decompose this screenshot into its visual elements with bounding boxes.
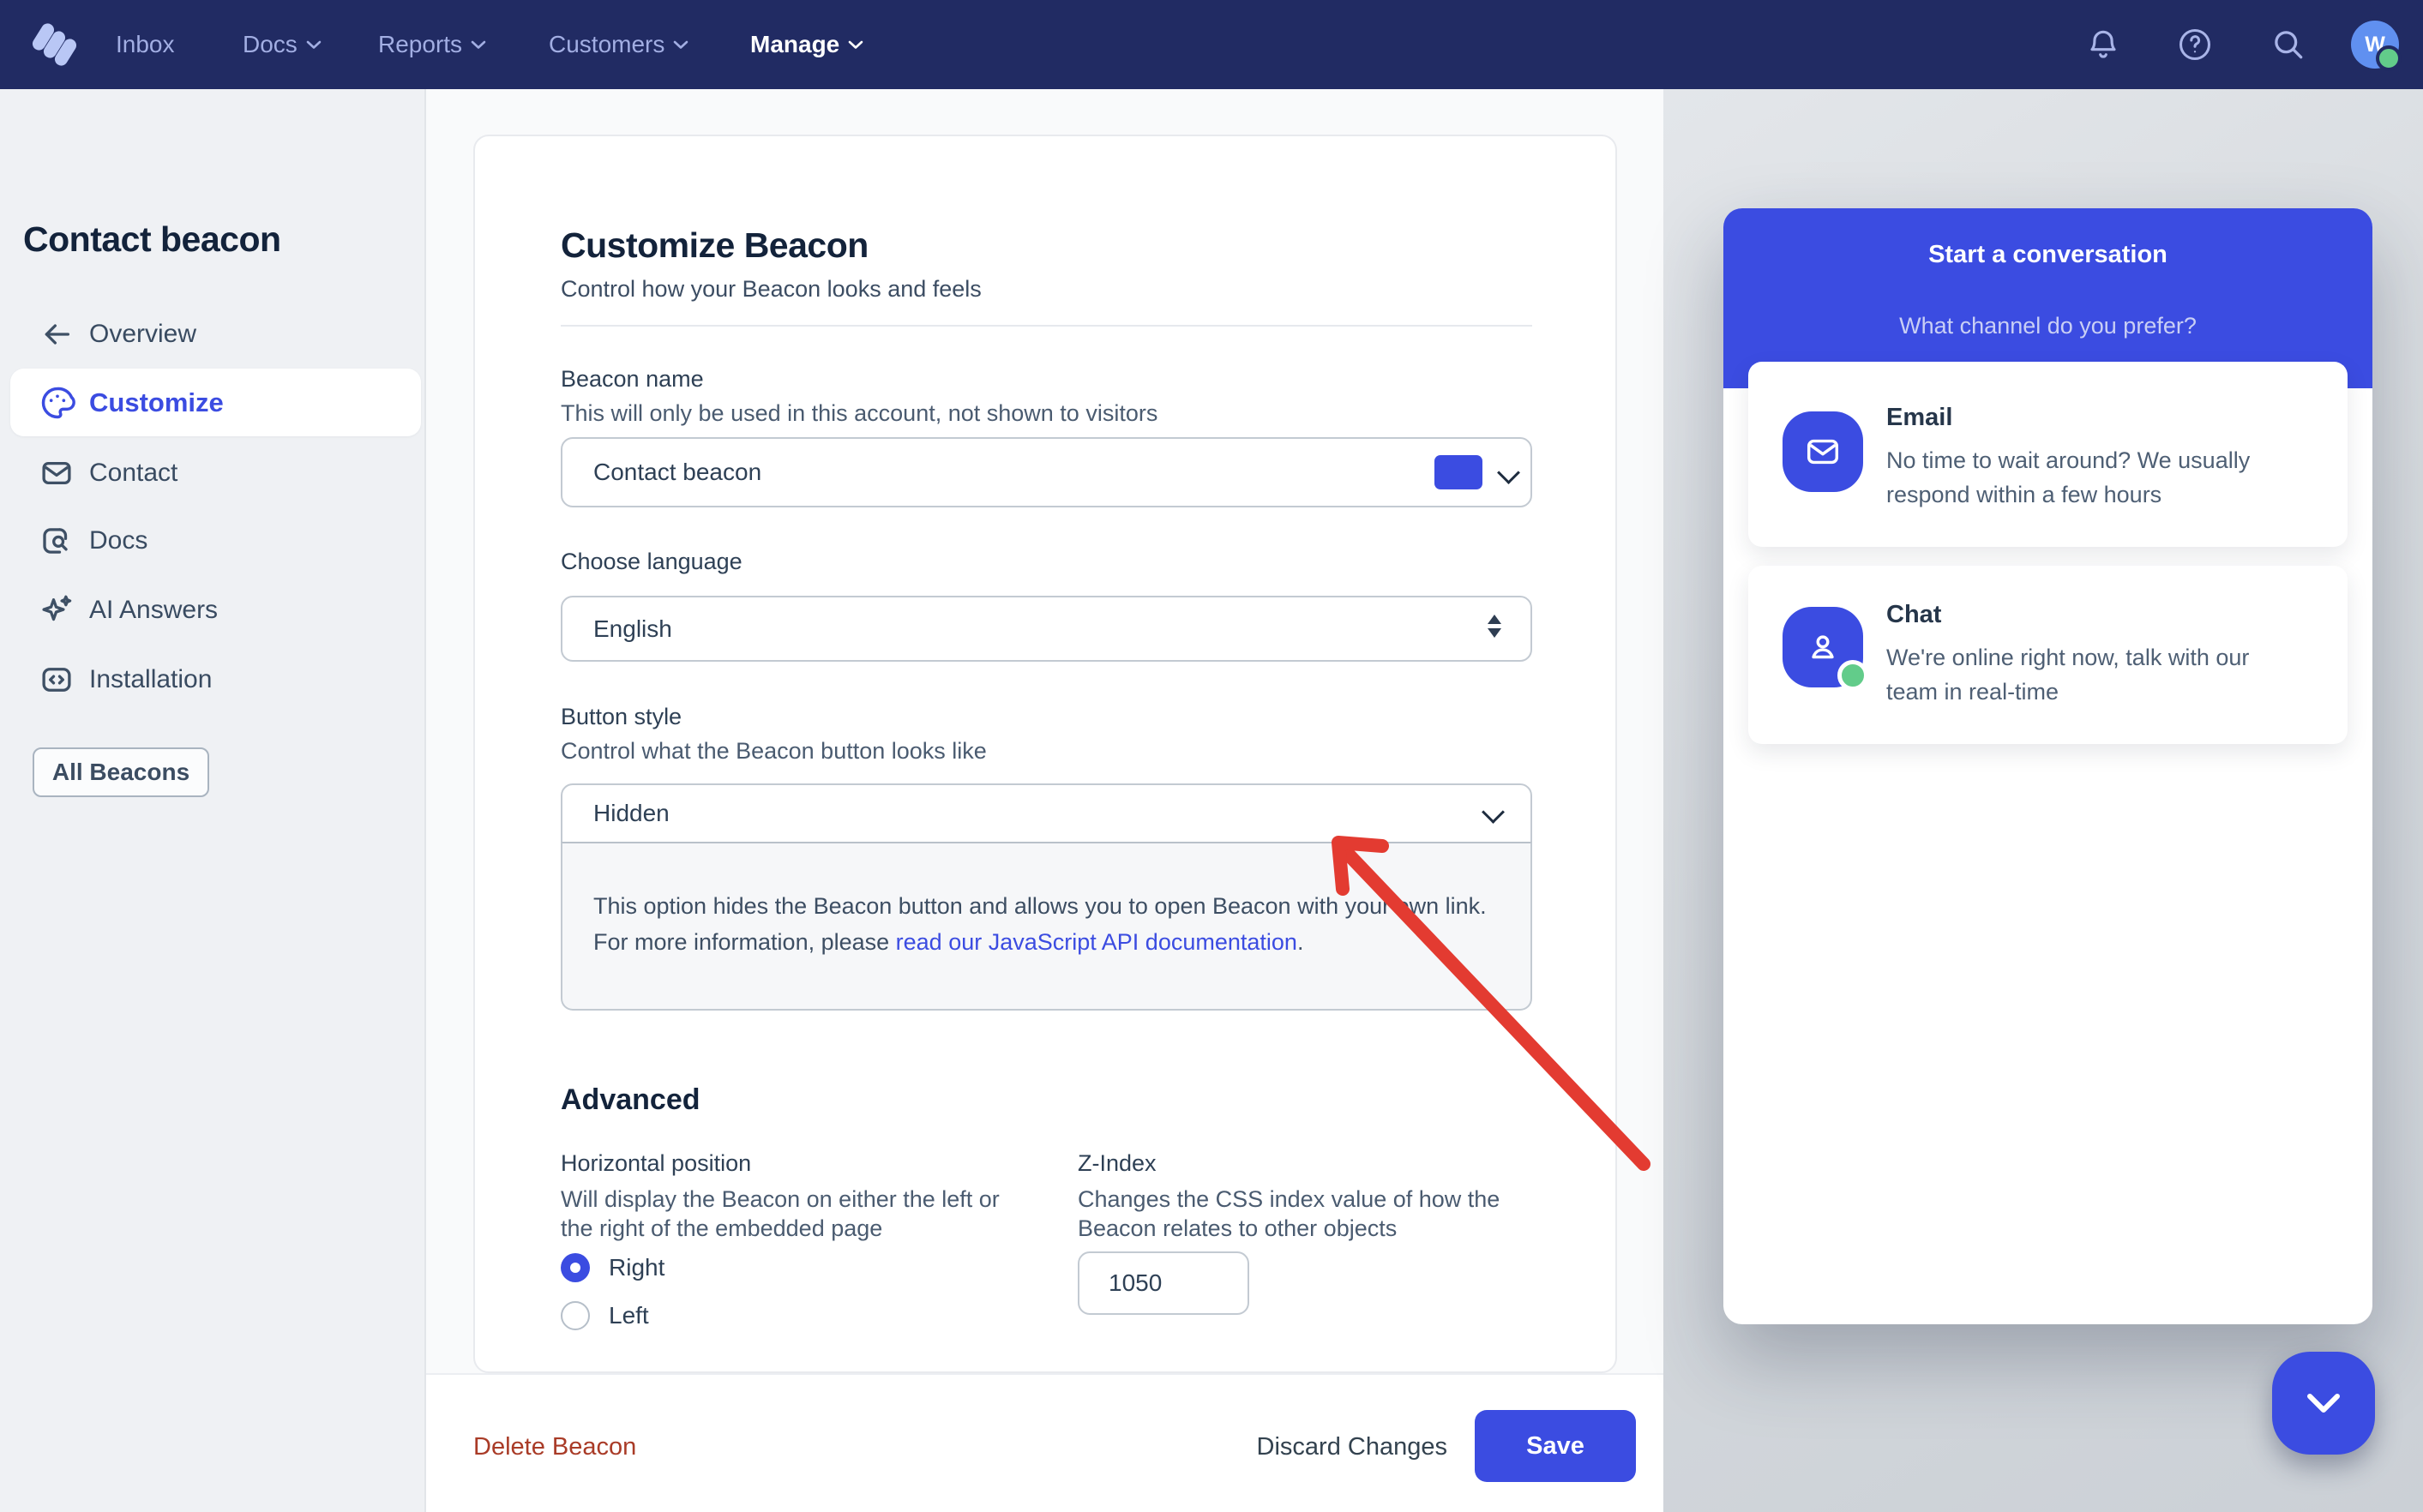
sidebar-item-label: Contact: [89, 459, 178, 487]
zindex-label: Z-Index: [1078, 1150, 1157, 1176]
preview-header-question: What channel do you prefer?: [1899, 313, 2197, 339]
language-select[interactable]: English: [561, 596, 1532, 662]
info-text-suffix: .: [1296, 929, 1304, 955]
js-api-docs-link[interactable]: read our JavaScript API documentation: [895, 929, 1297, 955]
sidebar-item-label: Docs: [89, 526, 148, 555]
sidebar-item-label: Installation: [89, 665, 213, 693]
helpscout-logo-icon[interactable]: [30, 21, 79, 69]
channel-card-chat[interactable]: Chat We're online right now, talk with o…: [1748, 566, 2348, 744]
section-subtitle: Control how your Beacon looks and feels: [561, 276, 982, 302]
language-label: Choose language: [561, 549, 743, 574]
save-button[interactable]: Save: [1475, 1410, 1636, 1482]
info-text-line1: This option hides the Beacon button and …: [593, 893, 1487, 919]
code-icon: [38, 661, 75, 699]
sidebar-item-docs[interactable]: Docs: [0, 512, 426, 570]
all-beacons-button[interactable]: All Beacons: [33, 747, 209, 797]
channel-title: Chat: [1886, 601, 1942, 628]
sidebar-item-installation[interactable]: Installation: [0, 651, 426, 709]
email-channel-envelope-icon: [1783, 411, 1863, 492]
help-icon[interactable]: [2171, 21, 2219, 69]
channel-description: No time to wait around? We usually respo…: [1886, 447, 2251, 507]
envelope-icon: [38, 454, 75, 492]
sidebar-item-customize[interactable]: Customize: [10, 369, 421, 436]
sidebar-item-label: Customize: [89, 387, 224, 417]
sidebar-item-overview[interactable]: Overview: [0, 305, 426, 363]
nav-item-label: Reports: [378, 31, 463, 57]
button-style-description: Control what the Beacon button looks lik…: [561, 738, 987, 764]
chevron-down-icon: [306, 40, 322, 49]
chevron-down-icon[interactable]: [1497, 461, 1520, 484]
channel-title: Email: [1886, 404, 1953, 431]
beacon-close-chevron-button[interactable]: [2272, 1352, 2375, 1455]
online-status-dot: [2376, 45, 2402, 71]
sidebar-item-contact[interactable]: Contact: [0, 444, 426, 502]
sidebar-item-label: Overview: [89, 320, 197, 348]
beacon-color-swatch[interactable]: [1434, 455, 1482, 489]
advanced-title: Advanced: [561, 1083, 700, 1116]
chevron-down-icon: [1482, 801, 1505, 824]
info-text-line2: For more information, please: [593, 929, 896, 955]
radio-selected-icon[interactable]: [561, 1253, 590, 1282]
divider: [561, 325, 1532, 327]
beacon-name-input[interactable]: Contact beacon: [561, 437, 1532, 507]
nav-item-reports[interactable]: Reports: [378, 0, 486, 89]
discard-changes-button[interactable]: Discard Changes: [1256, 1433, 1447, 1461]
chevron-down-icon: [471, 40, 486, 49]
delete-beacon-button[interactable]: Delete Beacon: [473, 1433, 637, 1461]
beacon-name-description: This will only be used in this account, …: [561, 400, 1158, 426]
radio-left[interactable]: Left: [561, 1300, 649, 1331]
online-status-dot: [1837, 660, 1868, 691]
docs-search-icon: [38, 522, 75, 560]
search-icon[interactable]: [2264, 21, 2312, 69]
notifications-bell-icon[interactable]: [2079, 21, 2127, 69]
section-title: Customize Beacon: [561, 225, 869, 265]
radio-unselected-icon[interactable]: [561, 1301, 590, 1330]
beacon-preview-header: Start a conversation What channel do you…: [1723, 208, 2372, 388]
zindex-input[interactable]: 1050: [1078, 1251, 1249, 1315]
sidebar-item-ai-answers[interactable]: AI Answers: [0, 581, 426, 639]
sidebar: Contact beacon Overview Customize: [0, 89, 426, 1512]
radio-right[interactable]: Right: [561, 1252, 664, 1283]
button-style-select[interactable]: Hidden: [561, 783, 1532, 843]
top-nav: Inbox Docs Reports Customers Manage: [0, 0, 2423, 89]
button-style-value: Hidden: [593, 800, 670, 826]
chevron-down-icon: [2307, 1394, 2340, 1413]
button-style-label: Button style: [561, 704, 682, 729]
horizontal-position-label: Horizontal position: [561, 1150, 752, 1176]
nav-item-label: Docs: [243, 31, 298, 57]
beacon-name-label: Beacon name: [561, 366, 704, 392]
back-arrow-icon: [38, 315, 75, 353]
palette-icon: [38, 383, 77, 423]
horizontal-position-description: Will display the Beacon on either the le…: [561, 1186, 1000, 1241]
language-value: English: [593, 615, 672, 642]
sidebar-item-label: AI Answers: [89, 596, 219, 624]
preview-header-title: Start a conversation: [1928, 241, 2167, 268]
zindex-description: Changes the CSS index value of how the B…: [1078, 1186, 1500, 1241]
avatar[interactable]: W: [2351, 21, 2402, 71]
button-style-info-panel: This option hides the Beacon button and …: [561, 842, 1532, 1011]
nav-item-docs[interactable]: Docs: [243, 0, 322, 89]
channel-card-email[interactable]: Email No time to wait around? We usually…: [1748, 362, 2348, 547]
nav-item-customers[interactable]: Customers: [549, 0, 688, 89]
page-title: Contact beacon: [23, 219, 281, 259]
chevron-down-icon: [674, 40, 688, 49]
actions-footer: Delete Beacon Discard Changes Save: [426, 1373, 1663, 1512]
chevron-down-icon: [848, 40, 863, 49]
chat-person-icon: [1783, 607, 1868, 691]
nav-item-manage[interactable]: Manage: [750, 0, 863, 89]
beacon-name-value: Contact beacon: [593, 459, 762, 485]
nav-item-label: Manage: [750, 31, 840, 57]
customize-beacon-card: Customize Beacon Control how your Beacon…: [473, 135, 1617, 1373]
sparkle-icon: [38, 591, 75, 629]
nav-item-label: Customers: [549, 31, 665, 57]
select-stepper-icon: [1488, 615, 1501, 638]
beacon-preview-panel: Start a conversation What channel do you…: [1723, 208, 2372, 1324]
channel-description: We're online right now, talk with our te…: [1886, 645, 2250, 705]
nav-item-inbox[interactable]: Inbox: [116, 0, 175, 89]
nav-item-label: Inbox: [116, 31, 175, 57]
zindex-value: 1050: [1109, 1269, 1163, 1296]
